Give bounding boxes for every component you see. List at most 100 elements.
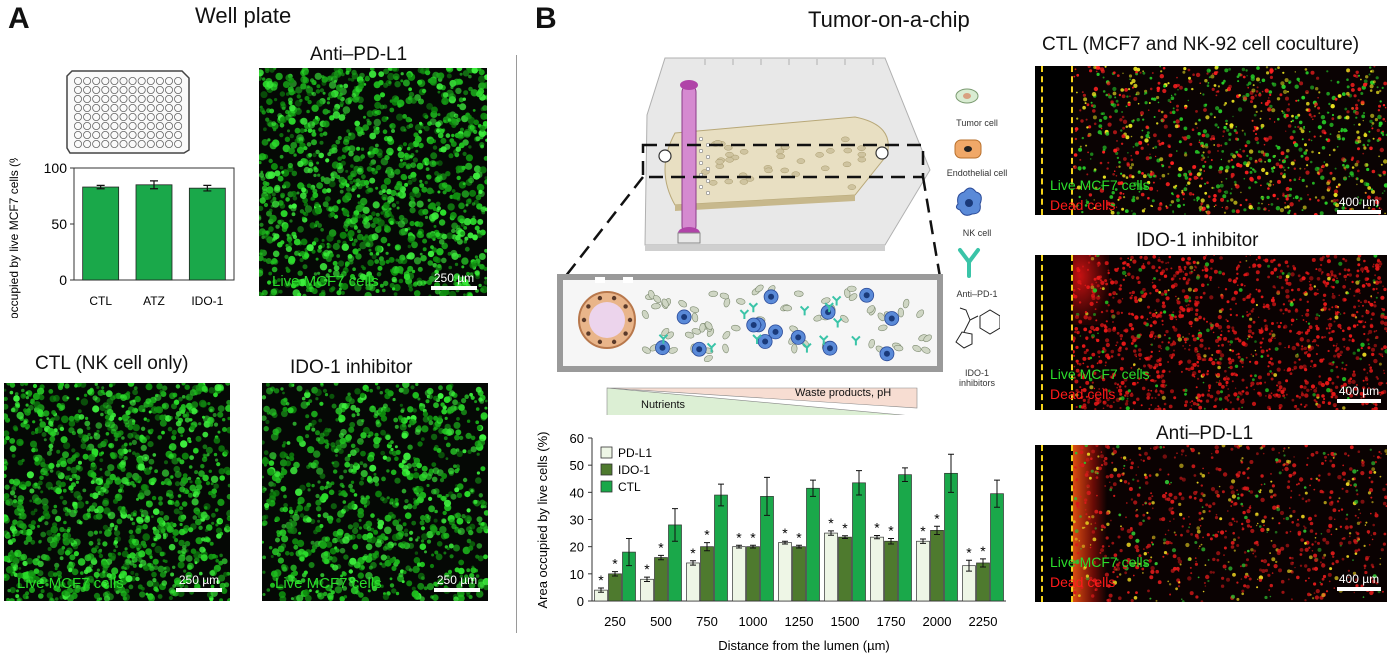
chart-a-ytick-label: 100 <box>44 160 68 176</box>
cell-texture <box>262 383 488 601</box>
significance-marker: * <box>704 527 710 543</box>
chart-b-bar-pd-l1 <box>732 546 746 602</box>
chart-b-bar-pd-l1 <box>916 540 930 602</box>
chart-b-error-bar <box>612 571 618 577</box>
chart-a-bar <box>135 184 173 281</box>
live-cells-label: Live MCF7 cells <box>17 575 124 592</box>
chart-b-error-bar <box>598 587 604 593</box>
panel-b-title: Tumor-on-a-chip <box>808 7 970 32</box>
chart-b-error-bar <box>920 538 926 544</box>
significance-marker: * <box>690 545 696 561</box>
chart-b-error-bar <box>874 535 880 540</box>
legend-anti-pd1: Anti–PD-1 <box>956 289 998 299</box>
chart-b-bar-pd-l1 <box>870 536 884 602</box>
chart-b-error-bar <box>644 576 650 582</box>
nutrient-gradient <box>606 387 906 415</box>
chart-a-bar <box>82 186 120 281</box>
waste-label: Waste products, pH <box>795 387 892 399</box>
scale-bar-label: 400 µm <box>1338 195 1380 209</box>
chart-b-bar-pd-l1 <box>778 542 792 602</box>
chart-a-bar <box>188 187 226 281</box>
significance-marker: * <box>934 510 940 526</box>
significance-marker: * <box>782 525 788 541</box>
chart-a-ytick-label: 50 <box>51 216 67 232</box>
significance-marker: * <box>658 539 664 555</box>
chart-b-bar-ido-1 <box>884 540 898 602</box>
significance-marker: * <box>750 529 756 545</box>
chart-b-bar-ido-1 <box>746 546 760 602</box>
chart-b-error-bar <box>966 559 972 572</box>
ruler-ticks <box>704 59 874 65</box>
chart-b-error-bar <box>782 540 788 545</box>
legend-nk-cell: NK cell <box>962 228 992 238</box>
chart-b-error-bar <box>736 544 742 549</box>
scale-bar: 400 µm <box>1337 572 1381 591</box>
chart-b-bar-ctl <box>714 494 728 602</box>
legend-swatch-ctl <box>600 480 613 493</box>
ido1-chip-image: Live MCF7 cells Dead cells 400 µm <box>1035 255 1387 410</box>
cell-texture <box>1073 445 1387 602</box>
ctl-well-image: Live MCF7 cells 250 µm <box>4 383 230 601</box>
chart-b-category-label: 2000 <box>923 614 952 629</box>
scale-bar: 250 µm <box>434 573 480 592</box>
chart-b-error-bar <box>672 508 678 542</box>
chart-b-category-label: 2250 <box>969 614 998 629</box>
waste-gradient <box>606 387 918 409</box>
chart-b-error-bar <box>934 525 940 535</box>
chart-b-bar-ctl <box>990 493 1004 602</box>
cell-texture <box>1073 66 1387 215</box>
chart-b-error-bar <box>856 470 862 496</box>
legend-swatch-pdl1 <box>600 446 613 459</box>
chart-b-ytick-label: 40 <box>570 485 584 500</box>
significance-marker: * <box>874 520 880 536</box>
legend-ido1-inhibitors: IDO-1 inhibitors <box>958 368 996 388</box>
scale-bar: 250 µm <box>431 271 477 290</box>
chart-b-bar-pd-l1 <box>824 532 838 602</box>
ido1-inhibitor-icon <box>955 307 1000 349</box>
chart-a-error-bar <box>203 184 212 192</box>
chart-b-bar-ido-1 <box>700 546 714 602</box>
chart-b-error-bar <box>810 479 816 497</box>
chart-b-ylabel: Area occupied by live cells (%) <box>535 431 550 608</box>
dead-cells-label: Dead cells <box>1050 197 1116 213</box>
chart-b-category-label: 500 <box>650 614 672 629</box>
anti-pdl1-b-title: Anti–PD-L1 <box>1156 423 1254 444</box>
chart-a-ylabel: Area occupied by live MCF7 cells (%) <box>7 158 21 318</box>
live-cells-label: Live MCF7 cells <box>1050 366 1150 382</box>
live-cells-label: Live MCF7 cells <box>1050 177 1150 193</box>
chart-b-error-bar <box>888 538 894 545</box>
ido1-a-title: IDO-1 inhibitor <box>290 357 413 378</box>
chart-b-ytick-label: 0 <box>577 594 584 609</box>
chart-b-error-bar <box>718 483 724 507</box>
chart-b-bar-pd-l1 <box>640 578 654 602</box>
chart-b-ytick-label: 10 <box>570 567 584 582</box>
significance-marker: * <box>920 523 926 539</box>
chart-b-error-bar <box>764 476 770 516</box>
significance-marker: * <box>888 523 894 539</box>
chart-b-error-bar <box>690 560 696 566</box>
scale-bar-label: 400 µm <box>1338 384 1380 398</box>
chart-b-category-label: 1750 <box>877 614 906 629</box>
anti-pdl1-chip-image: Live MCF7 cells Dead cells 400 µm <box>1035 445 1387 602</box>
legend-endothelial-cell: Endothelial cell <box>946 168 1008 178</box>
chart-b-category-label: 750 <box>696 614 718 629</box>
zoom-box <box>641 143 925 179</box>
chart-a-category-label: ATZ <box>143 294 165 308</box>
chart-b-error-bar <box>980 558 986 568</box>
live-cells-label: Live MCF7 cells <box>275 575 382 592</box>
significance-marker: * <box>612 556 618 572</box>
chart-b-bar-ido-1 <box>838 536 852 602</box>
chart-b-bar-ido-1 <box>930 530 944 602</box>
legend-label-ctl: CTL <box>618 480 641 494</box>
panel-a-title: Well plate <box>195 3 292 28</box>
chart-b-error-bar <box>796 544 802 549</box>
scale-bar-label: 250 µm <box>436 573 478 587</box>
chart-a-category-label: CTL <box>89 294 112 308</box>
panel-letter-b: B <box>535 2 557 35</box>
scale-bar: 400 µm <box>1337 195 1381 214</box>
chart-b-error-bar <box>842 535 848 540</box>
cell-texture <box>1073 255 1387 410</box>
well-plate-bar-chart: Area occupied by live MCF7 cells (%) 0 50… <box>7 158 235 318</box>
legend-icons <box>954 88 1000 349</box>
chart-b-error-bar <box>994 479 1000 508</box>
